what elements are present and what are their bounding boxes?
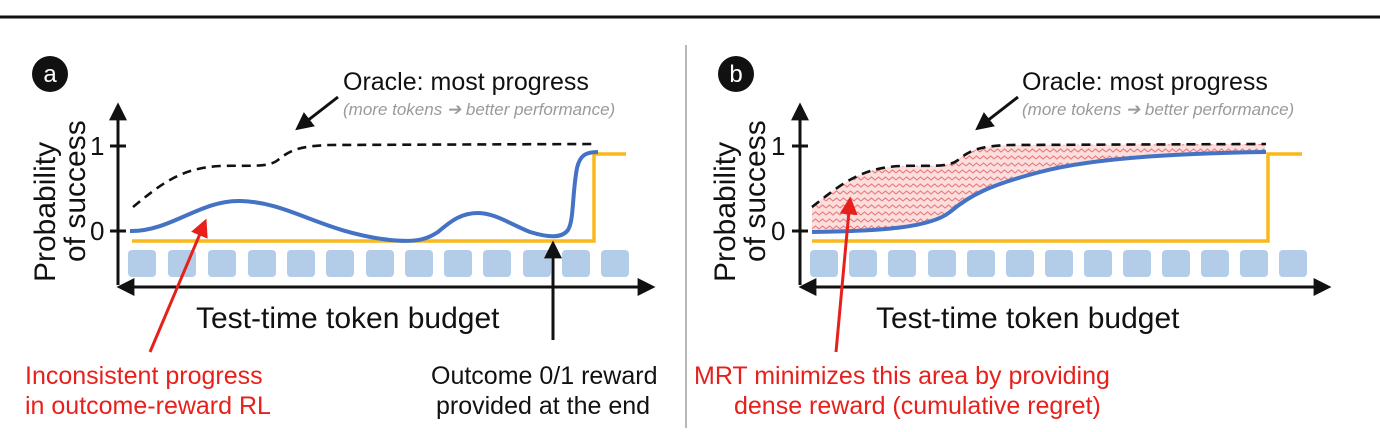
panel-a-oracle-title: Oracle: most progress bbox=[343, 68, 589, 96]
panel-a-badge-label: a bbox=[43, 61, 57, 88]
token-block bbox=[248, 250, 276, 277]
token-block bbox=[405, 250, 433, 277]
panel-b-badge bbox=[718, 56, 754, 92]
panel-b-oracle-subtitle: (more tokens ➔ better performance) bbox=[1022, 100, 1294, 119]
panel-a-black-caption-1: Outcome 0/1 reward bbox=[431, 362, 658, 390]
panel-a: a Oracle: most progress (more tokens ➔ b… bbox=[25, 56, 658, 420]
panel-b-y-label-2: of success bbox=[739, 120, 772, 262]
token-block bbox=[810, 250, 838, 277]
token-block bbox=[1006, 250, 1034, 277]
panel-b-token-blocks bbox=[810, 250, 1307, 277]
token-block bbox=[1240, 250, 1268, 277]
panel-a-outcome-step bbox=[132, 152, 626, 243]
panel-a-oracle-arrow bbox=[295, 95, 339, 131]
token-block bbox=[326, 250, 354, 277]
panel-a-y-label-2: of success bbox=[59, 120, 92, 262]
panel-b-y-label-1: Probability bbox=[709, 142, 742, 282]
panel-b-red-arrow bbox=[834, 196, 858, 353]
panel-a-red-arrow bbox=[148, 218, 208, 353]
token-block bbox=[444, 250, 472, 277]
panel-a-oracle-subtitle: (more tokens ➔ better performance) bbox=[343, 100, 615, 119]
token-block bbox=[849, 250, 877, 277]
panel-b-oracle-title: Oracle: most progress bbox=[1022, 68, 1268, 96]
panel-b-regret-area bbox=[812, 144, 1265, 232]
token-block bbox=[1279, 250, 1307, 277]
panel-a-progress-curve bbox=[129, 150, 599, 243]
panel-a-x-label: Test-time token budget bbox=[196, 302, 500, 335]
token-block bbox=[366, 250, 394, 277]
token-block bbox=[287, 250, 315, 277]
panel-b-red-caption-1: MRT minimizes this area by providing bbox=[694, 362, 1110, 390]
token-block bbox=[1162, 250, 1190, 277]
token-block bbox=[888, 250, 916, 277]
panel-b-red-caption-2: dense reward (cumulative regret) bbox=[734, 392, 1101, 420]
panel-b-tick-1-label: 1 bbox=[771, 131, 785, 161]
panel-b-oracle-curve bbox=[811, 142, 1267, 209]
token-block bbox=[967, 250, 995, 277]
panel-b: b Oracle: most progress (more tokens ➔ b… bbox=[694, 56, 1332, 420]
panel-a-red-caption-1: Inconsistent progress bbox=[25, 362, 263, 390]
panel-a-black-caption-2: provided at the end bbox=[436, 392, 650, 420]
token-block bbox=[483, 250, 511, 277]
token-block bbox=[1045, 250, 1073, 277]
panel-a-badge bbox=[32, 56, 68, 92]
token-block bbox=[1084, 250, 1112, 277]
panel-a-oracle-curve bbox=[132, 142, 594, 209]
panel-b-badge-label: b bbox=[729, 61, 742, 88]
token-block bbox=[601, 250, 629, 277]
panel-a-token-blocks bbox=[128, 250, 629, 277]
panel-b-x-label: Test-time token budget bbox=[876, 302, 1180, 335]
token-block bbox=[128, 250, 156, 277]
panel-b-outcome-step bbox=[812, 152, 1302, 243]
panel-a-tick-0-label: 0 bbox=[90, 216, 104, 246]
token-block bbox=[523, 250, 551, 277]
panel-a-red-caption-2: in outcome-reward RL bbox=[25, 392, 271, 420]
token-block bbox=[208, 250, 236, 277]
token-block bbox=[1201, 250, 1229, 277]
panel-b-oracle-arrow bbox=[975, 95, 1019, 131]
panel-a-tick-1-label: 1 bbox=[90, 131, 104, 161]
token-block bbox=[928, 250, 956, 277]
panel-b-tick-0-label: 0 bbox=[771, 216, 785, 246]
token-block bbox=[562, 250, 590, 277]
panel-a-y-label-1: Probability bbox=[29, 142, 62, 282]
panel-b-progress-curve bbox=[811, 150, 1267, 234]
token-block bbox=[1123, 250, 1151, 277]
